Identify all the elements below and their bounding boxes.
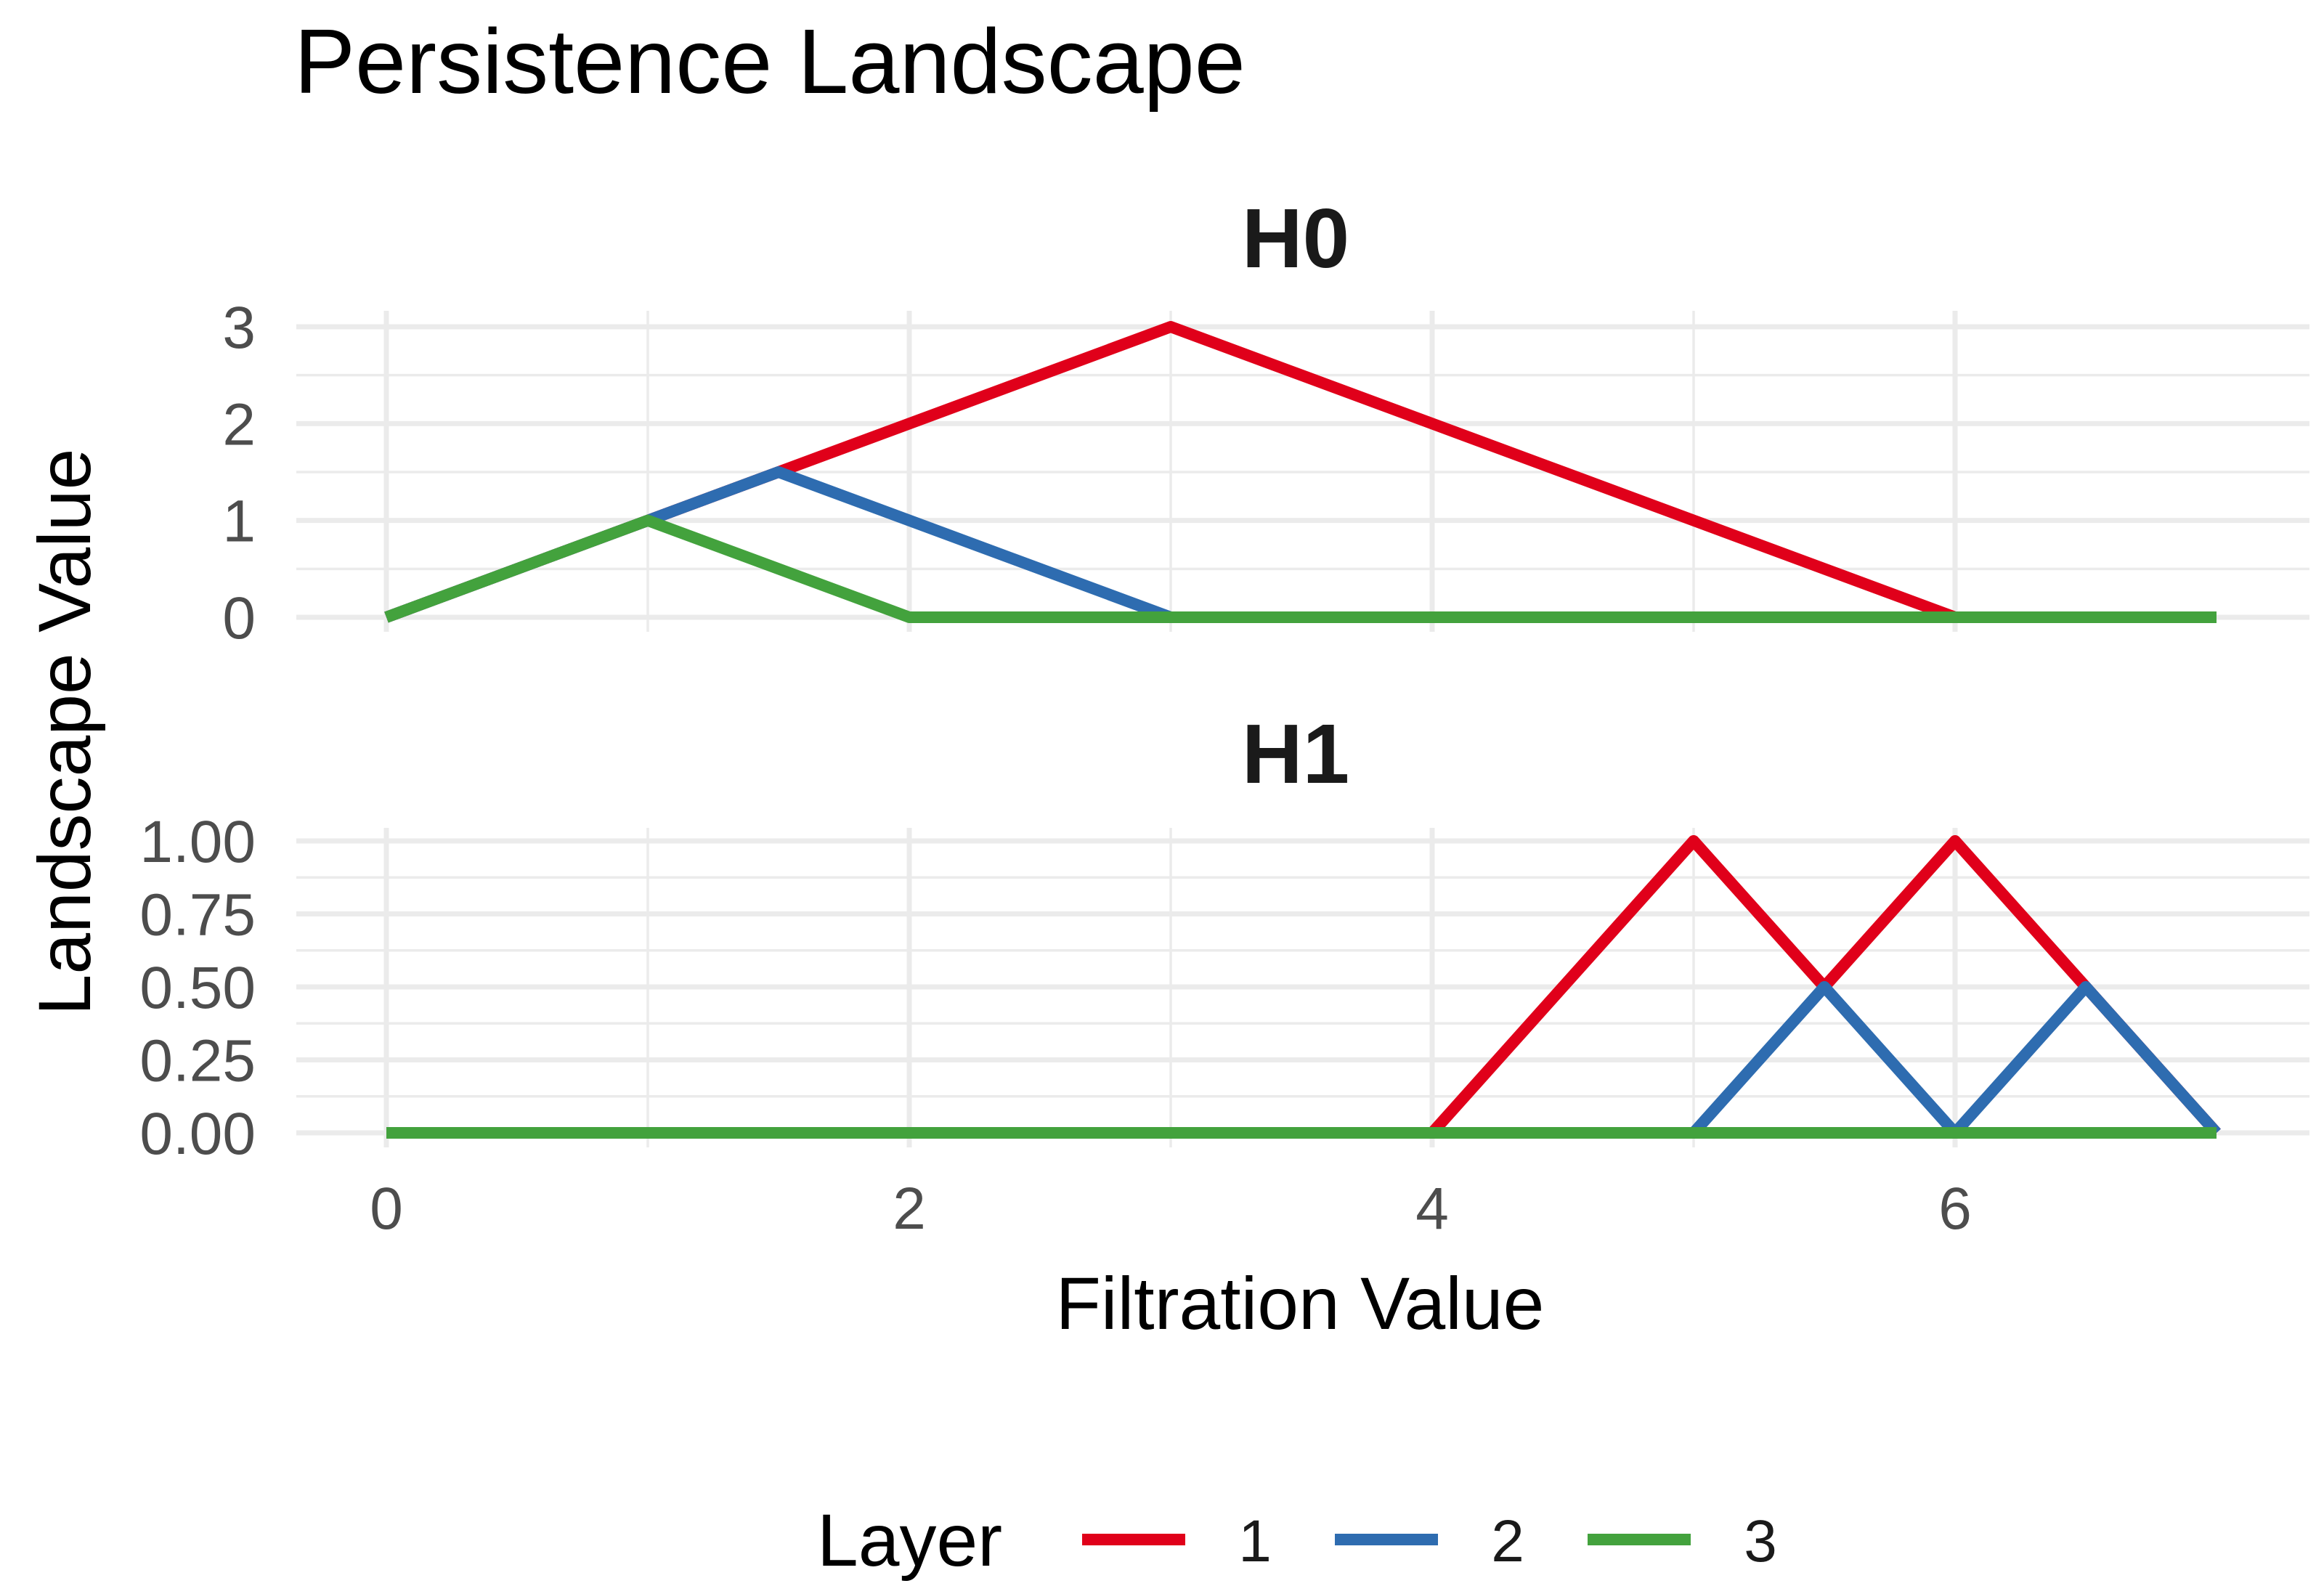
x-tick-label: 0 (370, 1176, 403, 1242)
strip-label-h0: H0 (1242, 191, 1349, 285)
y-tick-label: 0 (222, 585, 256, 651)
x-tick-label: 2 (893, 1176, 926, 1242)
strip-label-h1: H1 (1242, 707, 1349, 801)
y-tick-label: 0.00 (139, 1101, 256, 1167)
legend-label-layer-3: 3 (1744, 1508, 1777, 1574)
legend: Layer 1 2 3 (817, 1499, 1777, 1582)
y-tick-label: 0.50 (139, 955, 256, 1021)
facet-panels: H0 0 1 2 3 H1 0.00 0.25 0.50 0.75 1.00 0 2 4 6 (139, 191, 2309, 1242)
x-tick-label: 6 (1938, 1176, 1972, 1242)
series-line-layer-2 (384, 466, 2217, 623)
panel-h0: H0 0 1 2 3 (222, 191, 2309, 651)
chart-title: Persistence Landscape (294, 10, 1246, 113)
y-tick-label: 1.00 (139, 809, 256, 875)
y-tick-label: 0.75 (139, 882, 256, 948)
y-tick-label: 3 (222, 295, 256, 361)
legend-label-layer-2: 2 (1491, 1508, 1524, 1574)
legend-title: Layer (817, 1499, 1002, 1582)
legend-label-layer-1: 1 (1238, 1508, 1272, 1574)
y-tick-label: 1 (222, 489, 256, 555)
series-line-layer-3 (384, 514, 2217, 623)
x-axis-title: Filtration Value (1056, 1262, 1545, 1345)
panel-h1: H1 0.00 0.25 0.50 0.75 1.00 (139, 707, 2309, 1167)
y-axis-title: Landscape Value (23, 449, 106, 1016)
x-tick-label: 4 (1415, 1176, 1449, 1242)
y-tick-label: 0.25 (139, 1028, 256, 1094)
y-tick-label: 2 (222, 391, 256, 458)
